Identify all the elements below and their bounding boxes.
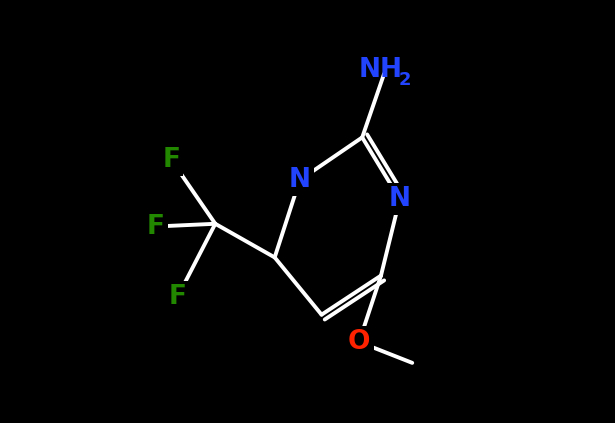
Text: F: F	[147, 214, 165, 239]
Text: NH: NH	[359, 57, 402, 83]
Text: 2: 2	[399, 71, 411, 88]
Text: N: N	[389, 186, 411, 212]
Text: N: N	[288, 167, 311, 193]
Text: O: O	[348, 329, 370, 355]
Text: F: F	[169, 283, 187, 310]
Text: F: F	[162, 147, 180, 173]
